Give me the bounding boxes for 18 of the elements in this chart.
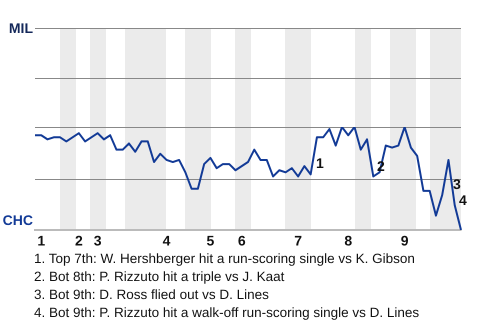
- text: 4. Bot 9th: P. Rizzuto hit a walk-off run-scoring single vs D. Lines: [34, 304, 420, 320]
- text: 1. Top 7th: W. Hershberger hit a run-scoring single vs K. Gibson: [34, 250, 416, 268]
- annotation: 1: [316, 155, 324, 171]
- x-tick-label: 6: [238, 232, 246, 248]
- x-tick-label: 9: [400, 232, 409, 248]
- x-tick-label: 3: [94, 232, 102, 248]
- text: 3. Bot 9th: D. Ross flied out vs D. Lines: [34, 286, 270, 304]
- annotation: 4: [459, 192, 467, 208]
- annotation: 3: [453, 176, 461, 192]
- x-tick-label: 7: [294, 232, 302, 248]
- x-tick-label: 4: [162, 232, 171, 248]
- text: MIL: [8, 20, 33, 36]
- text: CHC: [2, 212, 33, 228]
- x-tick-label: 1: [37, 232, 46, 248]
- x-tick-label: 8: [344, 232, 352, 248]
- x-tick-label: 5: [206, 232, 215, 248]
- text: 2. Bot 8th: P. Rizzuto hit a triple vs J. Kaat: [34, 268, 286, 286]
- x-tick-label: 2: [74, 232, 83, 248]
